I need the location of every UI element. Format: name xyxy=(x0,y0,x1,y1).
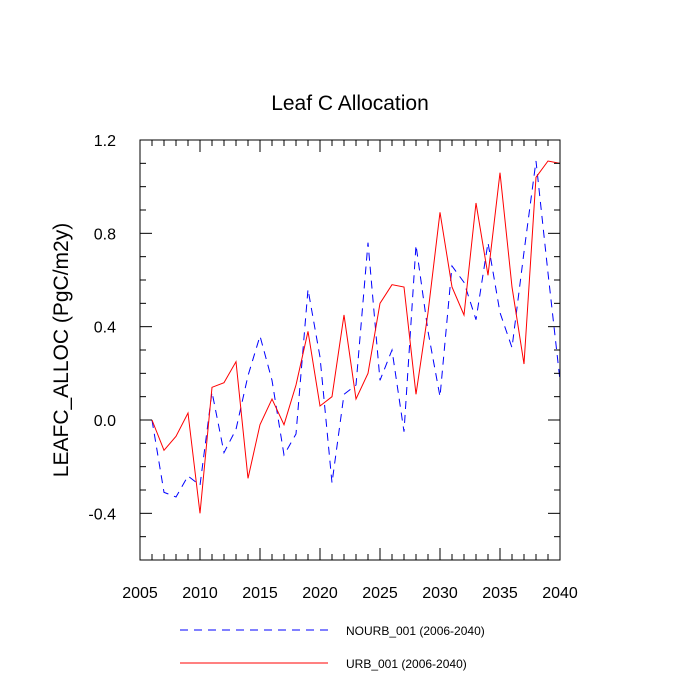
y-axis-label: LEAFC_ALLOC (PgC/m2y) xyxy=(50,223,73,477)
x-tick-label: 2020 xyxy=(302,585,338,602)
chart-title: Leaf C Allocation xyxy=(271,92,429,115)
y-tick-label: 0.0 xyxy=(94,413,116,430)
legend: NOURB_001 (2006-2040) URB_001 (2006-2040) xyxy=(180,624,485,671)
legend-label-2: URB_001 (2006-2040) xyxy=(346,657,467,671)
x-tick-label: 2035 xyxy=(482,585,518,602)
x-tick-label: 2025 xyxy=(362,585,398,602)
series-line-2 xyxy=(151,160,561,514)
legend-label-1: NOURB_001 (2006-2040) xyxy=(346,624,485,638)
x-tick-label: 2010 xyxy=(182,585,218,602)
y-tick-label: 1.2 xyxy=(94,133,116,150)
x-tick-label: 2040 xyxy=(542,585,578,602)
plot-frame xyxy=(139,139,561,561)
x-tick-label: 2015 xyxy=(242,585,278,602)
y-tick-label: 0.4 xyxy=(94,320,116,337)
x-tick-label: 2005 xyxy=(122,585,158,602)
y-tick-label: -0.4 xyxy=(88,506,116,523)
y-tick-label: 0.8 xyxy=(94,226,116,243)
x-tick-label: 2030 xyxy=(422,585,458,602)
series-line-1 xyxy=(151,160,561,498)
plot-area: 2005 2010 2015 2020 2025 2030 2035 2040 -0.4 0.0 0… xyxy=(88,133,577,602)
